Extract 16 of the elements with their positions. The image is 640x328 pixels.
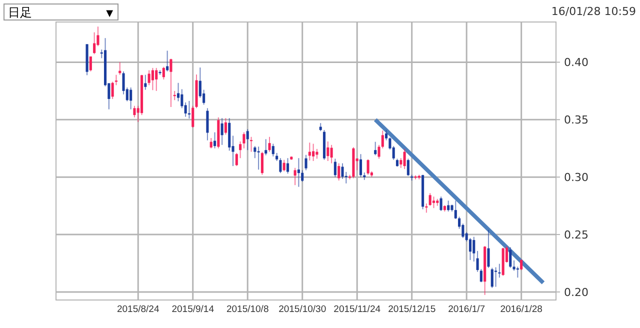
x-tick-label: 2015/12/15	[388, 304, 436, 315]
x-tick-label: 2015/10/8	[226, 304, 269, 315]
text: ▼	[106, 9, 114, 19]
y-tick-label: 0.35	[564, 114, 588, 127]
y-tick-label: 0.30	[564, 171, 588, 184]
x-tick-label: 2015/8/24	[116, 304, 160, 315]
x-tick-label: 2016/1/7	[448, 304, 486, 315]
x-tick-label: 2015/9/14	[172, 304, 214, 315]
text: 日足	[8, 6, 32, 20]
x-tick-label: 2015/10/30	[278, 304, 326, 315]
y-tick-label: 0.25	[564, 228, 588, 242]
y-tick-label: 0.20	[564, 286, 588, 299]
x-tick-label: 2015/11/24	[334, 304, 381, 315]
text: 16/01/28 10:59	[551, 5, 636, 18]
x-tick-label: 2016/1/28	[500, 304, 542, 315]
y-tick-label: 0.40	[564, 56, 588, 70]
